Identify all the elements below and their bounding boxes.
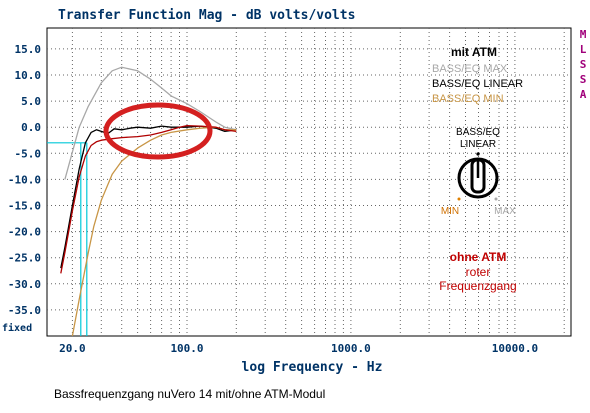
- y-tick-label: -5.0: [15, 147, 42, 160]
- frequency-markers: [47, 142, 88, 336]
- chart-title: Transfer Function Mag - dB volts/volts: [58, 8, 355, 23]
- ohne-atm-line2: roter: [466, 265, 491, 279]
- x-tick-label: 20.0: [59, 342, 86, 355]
- knob-indicator-dot: [476, 152, 480, 156]
- brand-letter: M: [580, 28, 587, 41]
- x-tick-label: 100.0: [170, 342, 203, 355]
- y-tick-label: -30.0: [8, 278, 41, 291]
- legend-item-min: BASS/EQ MIN: [432, 93, 504, 105]
- knob-label-2: LINEAR: [460, 139, 496, 150]
- knob-max-dot: [494, 197, 498, 201]
- knob-min-label: MIN: [441, 206, 459, 217]
- x-tick-label: 1000.0: [331, 342, 371, 355]
- y-tick-label: 5.0: [21, 95, 41, 108]
- brand-letter: L: [580, 43, 587, 56]
- highlight-ellipse: [103, 102, 213, 160]
- y-tick-label: -25.0: [8, 252, 41, 265]
- x-tick-label: 10000.0: [492, 342, 538, 355]
- y-tick-label: 15.0: [15, 43, 42, 56]
- knob-min-dot: [457, 197, 461, 201]
- brand-letter: S: [580, 73, 587, 86]
- ohne-atm-note: ohne ATM roter Frequenzgang: [439, 250, 516, 293]
- knob-max-label: MAX: [494, 206, 516, 217]
- y-tick-label: -15.0: [8, 200, 41, 213]
- brand-letter: A: [580, 88, 587, 101]
- legend-title: mit ATM: [451, 45, 497, 59]
- caption: Bassfrequenzgang nuVero 14 mit/ohne ATM-…: [54, 387, 325, 401]
- series-line-3: [60, 124, 237, 274]
- y-axis-ticks: 15.0 10.0 5.0 0.0 -5.0 -10.0 -15.0 -20.0 -25.0 -3…: [8, 43, 41, 317]
- legend: mit ATM BASS/EQ MAX BASS/EQ LINEAR BASS/…: [432, 45, 523, 105]
- legend-item-max: BASS/EQ MAX: [432, 63, 508, 75]
- legend-item-linear: BASS/EQ LINEAR: [432, 78, 523, 90]
- series-line-0: [64, 66, 237, 180]
- y-tick-label: -35.0: [8, 304, 41, 317]
- y-bottom-label: fixed: [2, 322, 32, 334]
- y-tick-label: -10.0: [8, 173, 41, 186]
- knob-icon: [457, 157, 499, 199]
- knob-diagram: BASS/EQ LINEAR MIN MAX: [441, 127, 516, 217]
- ohne-atm-title: ohne ATM: [450, 250, 507, 264]
- ohne-atm-line3: Frequenzgang: [439, 279, 516, 293]
- knob-label-1: BASS/EQ: [456, 127, 500, 138]
- plot-area: [46, 27, 572, 337]
- x-axis-ticks: 20.0 100.0 1000.0 10000.0: [59, 342, 538, 355]
- brand-letter: S: [580, 58, 587, 71]
- y-tick-label: 10.0: [15, 69, 42, 82]
- x-axis-label: log Frequency - Hz: [242, 360, 383, 375]
- y-tick-label: 0.0: [21, 121, 41, 134]
- y-tick-label: -20.0: [8, 226, 41, 239]
